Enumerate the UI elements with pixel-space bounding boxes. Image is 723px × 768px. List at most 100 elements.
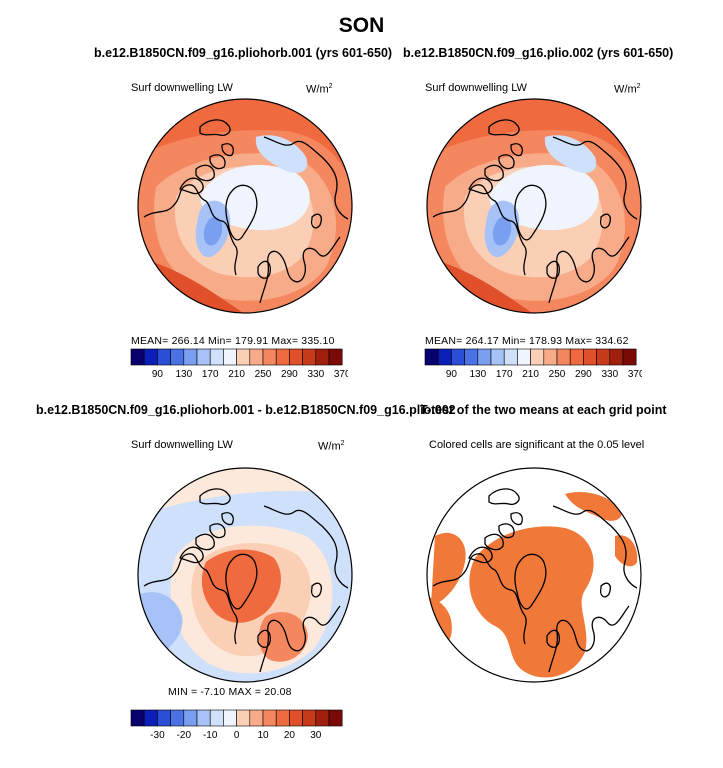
panel1-variable: Surf downwelling LW	[131, 82, 233, 94]
panel1-colorbar-tick-label: 170	[202, 369, 219, 380]
panel3-colorbar-box	[328, 709, 343, 727]
map3-coastline-line	[199, 488, 231, 506]
panel1-title: b.e12.B1850CN.f09_g16.pliohorb.001 (yrs …	[94, 46, 393, 60]
panel3-map	[137, 467, 353, 683]
panel2-colorbar-box	[477, 348, 492, 366]
map1-border	[137, 98, 353, 314]
panel3-colorbar-box	[170, 709, 185, 727]
panel1-colorbar-box	[236, 348, 251, 366]
map2-coastline-line	[510, 143, 523, 157]
map2-coastline-line	[498, 154, 515, 170]
map1-coastline	[143, 119, 349, 304]
map4-coastline-line	[468, 546, 493, 564]
map4-coastline-line	[498, 523, 515, 539]
map3-coastline-line	[221, 512, 234, 526]
panel3-colorbar-box	[315, 709, 330, 727]
panel3-colorbar-box	[209, 709, 224, 727]
panel1-colorbar-box	[223, 348, 237, 366]
panel1-colorbar-tick-label: 250	[255, 369, 272, 380]
panel1-colorbar-box	[275, 348, 290, 366]
panel2-colorbar-box	[503, 348, 518, 366]
significant-region	[565, 491, 622, 521]
panel1-colorbar-box	[302, 348, 317, 366]
field-band	[255, 135, 308, 173]
panel3-colorbar-tick-label: -10	[203, 730, 218, 741]
map3-coastline-line	[195, 533, 215, 551]
map3-coastline-line	[257, 629, 271, 648]
panel4-subtitle: Colored cells are significant at the 0.0…	[429, 439, 645, 451]
map1-coastline-line	[221, 143, 234, 157]
map3-coastline-line	[209, 523, 226, 539]
panel2-colorbar-box	[437, 348, 452, 366]
panel2-colorbar-box	[451, 348, 465, 366]
map2-coastline	[432, 119, 638, 304]
panel4-map	[426, 467, 642, 683]
panel2-colorbar-box	[464, 348, 479, 366]
panel2-colorbar-box	[517, 348, 531, 366]
panel1-colorbar-box	[315, 348, 330, 366]
panel1-colorbar-tick-label: 330	[307, 369, 324, 380]
panel1-colorbar-box	[196, 348, 211, 366]
panel2-colorbar-tick-label: 290	[575, 369, 592, 380]
map1-coastline-line	[199, 119, 231, 137]
panel4-title: T-test of the two means at each grid poi…	[420, 403, 667, 417]
panel1-colorbar-box	[262, 348, 277, 366]
map3-coastline-line	[310, 582, 322, 598]
map2-border	[426, 98, 642, 314]
map1-coastline-line	[257, 260, 271, 279]
panel2-colorbar-box	[530, 348, 545, 366]
panel2-map	[426, 98, 642, 314]
panel2-colorbar-tick-label: 170	[496, 369, 513, 380]
panel2-colorbar: 90 130 170 210 250 290 330 370	[424, 348, 642, 380]
map4-coastline	[432, 488, 638, 673]
panel1-colorbar-box	[170, 348, 185, 366]
map4-coastline-line	[488, 488, 520, 506]
map4-field	[427, 468, 641, 682]
map4-coastline-line	[514, 553, 547, 610]
panel1-colorbar-box	[249, 348, 264, 366]
map3-field	[138, 468, 352, 682]
panel1-colorbar-tick-label: 210	[228, 369, 245, 380]
panel3-colorbar-box	[183, 709, 198, 727]
panel3-colorbar-tick-label: 10	[257, 730, 269, 741]
panel1-colorbar-tick-label: 370	[334, 369, 348, 380]
panel2-colorbar-box	[596, 348, 611, 366]
map4-coastline-line	[546, 629, 560, 648]
significant-region	[536, 625, 572, 673]
panel1-colorbar-box	[183, 348, 198, 366]
map4-coastline-line	[484, 533, 504, 551]
map2-field	[427, 99, 641, 313]
panel1-colorbar-box	[130, 348, 145, 366]
map4-coastline-line	[510, 512, 523, 526]
field-band	[201, 549, 281, 623]
panel1-units: W/m2	[306, 83, 333, 96]
panel3-stats: MIN = -7.10 MAX = 20.08	[168, 686, 292, 698]
panel3-colorbar-tick-label: 0	[234, 730, 240, 741]
map4-coastline-line	[552, 505, 638, 589]
panel2-colorbar-box	[609, 348, 624, 366]
map3-coastline-line	[143, 553, 238, 645]
panel3-colorbar-tick-label: -20	[177, 730, 192, 741]
significant-region	[431, 532, 466, 606]
panel1-stats: MEAN= 266.14 Min= 179.91 Max= 335.10	[131, 335, 335, 347]
panel3-colorbar: -30 -20 -10 0 10 20 30	[130, 709, 343, 741]
panel1-colorbar-tick-label: 90	[152, 369, 164, 380]
map1-coastline-line	[179, 177, 204, 195]
field-band	[203, 216, 223, 246]
panel2-colorbar-tick-label: 250	[549, 369, 566, 380]
map2-coastline-line	[552, 136, 638, 220]
map1-coastline-line	[225, 184, 258, 241]
panel3-variable: Surf downwelling LW	[131, 439, 233, 451]
panel1-colorbar-tick-label: 290	[281, 369, 298, 380]
panel2-colorbar-tick-label: 370	[628, 369, 642, 380]
map2-coastline-line	[468, 177, 493, 195]
panel3-colorbar-box	[143, 709, 158, 727]
map1-coastline-line	[143, 184, 238, 276]
map2-coastline-line	[514, 184, 547, 241]
map2-coastline-line	[432, 184, 527, 276]
panel3-colorbar-box	[196, 709, 211, 727]
map1-field	[138, 99, 352, 313]
panel3-colorbar-tick-label: 20	[284, 730, 296, 741]
field-band	[258, 612, 308, 662]
panel1-colorbar-box	[143, 348, 158, 366]
